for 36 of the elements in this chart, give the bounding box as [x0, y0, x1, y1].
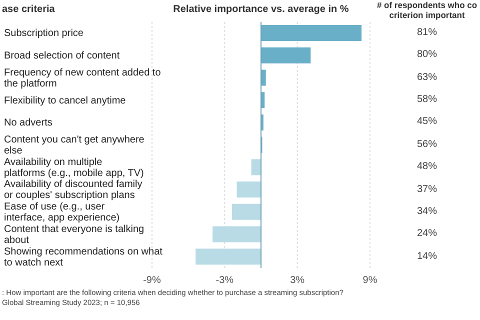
bar: [261, 47, 311, 64]
y-tick-label: Frequency of new content added to the platform: [4, 67, 162, 90]
x-tick-label: -9%: [143, 275, 161, 286]
data-label: 63%: [416, 70, 438, 85]
y-tick-label: Flexibility to cancel anytime: [4, 94, 126, 106]
bar: [232, 204, 261, 220]
text: # of respondents who co criterion important: [376, 0, 478, 20]
bar: [251, 159, 261, 176]
data-label: 48%: [416, 160, 438, 174]
data-label: 81%: [416, 26, 438, 40]
y-tick-label: Ease of use (e.g., user interface, app experience): [4, 201, 120, 224]
data-label: 56%: [416, 138, 438, 152]
y-tick-label: Content that everyone is talking about: [4, 224, 144, 246]
y-tick-label: Subscription price: [4, 28, 84, 39]
bar: [196, 248, 261, 265]
chart-title: Relative importance vs. average in %: [172, 4, 350, 15]
y-tick-label: Showing recommendations on what to watch next: [4, 246, 163, 268]
bar: [236, 182, 261, 198]
x-tick-label: 3%: [290, 275, 305, 286]
data-label: 34%: [416, 204, 438, 219]
y-tick-label: No adverts: [4, 117, 52, 128]
y-tick-label: Availability of discounted family or couples' subscription plans: [4, 178, 142, 201]
data-label: 58%: [416, 93, 438, 108]
bar: [212, 226, 261, 242]
bar: [261, 25, 362, 41]
y-tick-label: Broad selection of content: [4, 50, 120, 62]
y-axis-title: ase criteria: [2, 4, 55, 15]
x-tick-label: -3%: [216, 275, 234, 286]
x-tick-label: 9%: [362, 275, 378, 286]
data-label: 24%: [416, 227, 438, 242]
data-label: 37%: [416, 182, 438, 197]
y-tick-label: Availability on multiple platforms (e.g., mobile app, TV): [4, 156, 144, 179]
y-tick-label: Content you can't get anywhere else: [4, 134, 145, 156]
data-label: 80%: [416, 48, 438, 62]
data-label: 45%: [416, 115, 438, 130]
data-label: 14%: [416, 250, 438, 264]
